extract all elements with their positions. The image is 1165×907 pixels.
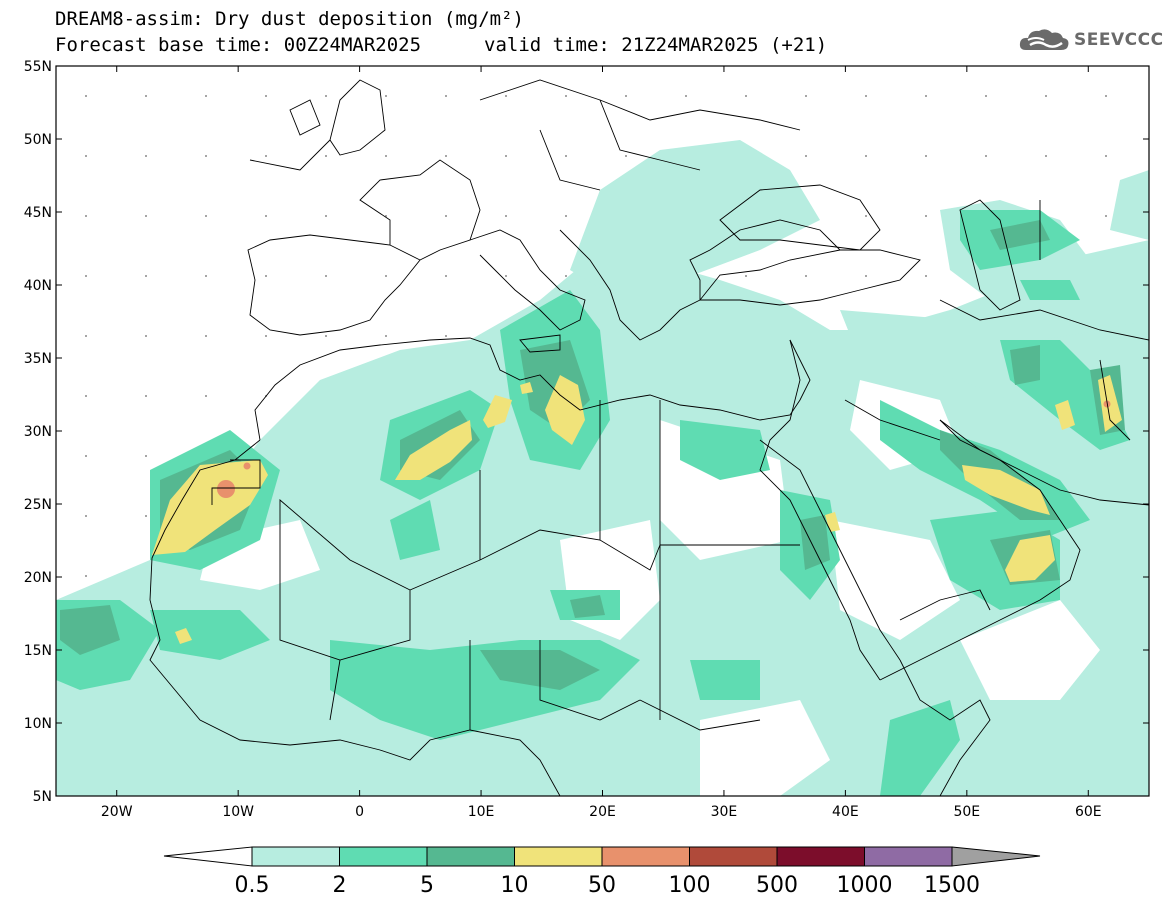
lon-label: 0 bbox=[355, 804, 364, 820]
lon-label: 50E bbox=[953, 804, 980, 820]
lon-label: 20E bbox=[589, 804, 616, 820]
colorbar-under-arrow bbox=[163, 846, 253, 867]
logo-text: SEEVCCC bbox=[1074, 30, 1164, 50]
map-title: DREAM8-assim: Dry dust deposition (mg/m²… bbox=[55, 8, 524, 30]
colorbar-label: 100 bbox=[669, 873, 711, 898]
lat-label: 5N bbox=[33, 789, 52, 805]
colorbar-swatch bbox=[514, 846, 603, 867]
colorbar-label: 0.5 bbox=[235, 873, 270, 898]
colorbar-label: 1000 bbox=[837, 873, 893, 898]
colorbar-swatch bbox=[426, 846, 515, 867]
forecast-base-time: Forecast base time: 00Z24MAR2025 bbox=[55, 34, 422, 56]
lat-label: 30N bbox=[24, 424, 52, 440]
axis-ticks bbox=[56, 65, 1149, 797]
lat-label: 10N bbox=[24, 716, 52, 732]
seevccc-logo: SEEVCCC bbox=[1018, 26, 1164, 54]
lat-label: 35N bbox=[24, 351, 52, 367]
lat-label: 55N bbox=[24, 59, 52, 75]
colorbar-label: 50 bbox=[588, 873, 616, 898]
colorbar-label: 2 bbox=[333, 873, 347, 898]
latitude-labels: 55N 50N 45N 40N 35N 30N 25N 20N 15N 10N 5N bbox=[24, 59, 52, 805]
lat-label: 40N bbox=[24, 278, 52, 294]
lat-label: 15N bbox=[24, 643, 52, 659]
valid-time: valid time: 21Z24MAR2025 (+21) bbox=[484, 34, 828, 56]
map-area bbox=[56, 66, 1149, 796]
lon-label: 60E bbox=[1075, 804, 1102, 820]
dust-deposition-field bbox=[56, 140, 1149, 796]
colorbar-label: 1500 bbox=[924, 873, 980, 898]
longitude-labels: 20W 10W 0 10E 20E 30E 40E 50E 60E bbox=[101, 804, 1102, 820]
colorbar-over-arrow bbox=[951, 846, 1041, 867]
colorbar-label: 500 bbox=[756, 873, 798, 898]
colorbar-label: 5 bbox=[420, 873, 434, 898]
colorbar-swatch bbox=[601, 846, 690, 867]
colorbar-swatch bbox=[689, 846, 778, 867]
lon-label: 30E bbox=[711, 804, 738, 820]
lon-label: 10E bbox=[468, 804, 495, 820]
lat-label: 20N bbox=[24, 570, 52, 586]
colorbar-label: 10 bbox=[501, 873, 529, 898]
colorbar-swatch bbox=[251, 846, 340, 867]
colorbar: 0.5 2 5 10 50 100 500 1000 1500 bbox=[163, 846, 1041, 898]
lon-label: 10W bbox=[222, 804, 254, 820]
colorbar-swatch bbox=[776, 846, 865, 867]
colorbar-labels: 0.5 2 5 10 50 100 500 1000 1500 bbox=[235, 873, 981, 898]
lon-label: 20W bbox=[101, 804, 133, 820]
lat-label: 45N bbox=[24, 205, 52, 221]
colorbar-swatch bbox=[339, 846, 428, 867]
lat-label: 25N bbox=[24, 497, 52, 513]
colorbar-swatch bbox=[864, 846, 953, 867]
lon-label: 40E bbox=[832, 804, 859, 820]
coastlines-borders bbox=[149, 79, 1149, 796]
cloud-icon bbox=[1019, 29, 1069, 50]
lat-label: 50N bbox=[24, 132, 52, 148]
